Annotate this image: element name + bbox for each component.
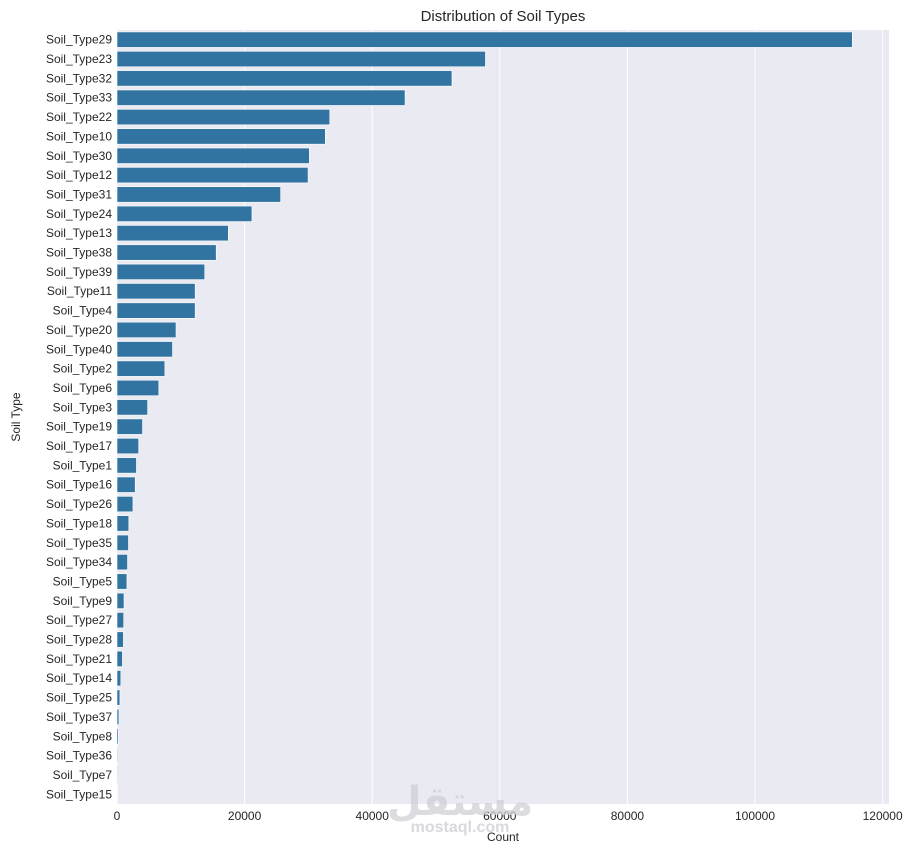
- y-tick-label: Soil_Type5: [53, 574, 113, 588]
- y-tick-label: Soil_Type31: [46, 187, 112, 201]
- y-tick-label: Soil_Type9: [53, 594, 113, 608]
- bar-soil-type2: [116, 360, 166, 377]
- y-tick-label: Soil_Type34: [46, 555, 112, 569]
- x-tick-label: 120000: [863, 809, 903, 823]
- y-tick-label: Soil_Type10: [46, 129, 112, 143]
- y-tick-label: Soil_Type2: [53, 362, 113, 376]
- bar-soil-type17: [116, 437, 139, 455]
- x-tick-label: 80000: [611, 809, 645, 823]
- watermark-arabic: مستقل: [387, 779, 533, 825]
- y-tick-label: Soil_Type4: [53, 304, 113, 318]
- y-tick-label: Soil_Type7: [53, 768, 113, 782]
- bar-soil-type5: [116, 573, 128, 590]
- plot-area-background: [117, 30, 889, 804]
- bar-soil-type18: [116, 515, 130, 532]
- bar-soil-type9: [116, 592, 125, 609]
- y-tick-label: Soil_Type24: [46, 207, 112, 221]
- bar-soil-type12: [116, 167, 309, 184]
- y-tick-label: Soil_Type33: [46, 91, 112, 105]
- bar-soil-type16: [116, 476, 136, 493]
- y-tick-label: Soil_Type25: [46, 691, 112, 705]
- y-tick-label: Soil_Type29: [46, 33, 112, 47]
- bar-soil-type21: [116, 650, 123, 667]
- y-tick-label: Soil_Type13: [46, 226, 112, 240]
- y-tick-label: Soil_Type15: [46, 787, 112, 801]
- y-tick-label: Soil_Type11: [47, 284, 112, 298]
- y-tick-labels: Soil_Type29 Soil_Type23 Soil_Type32 Soil_Ty…: [46, 33, 112, 802]
- bar-soil-type25: [116, 689, 121, 706]
- bar-soil-type37: [116, 708, 120, 725]
- x-tick-label: 20000: [228, 809, 262, 823]
- bar-soil-type4: [116, 302, 196, 319]
- bar-soil-type11: [116, 283, 196, 300]
- bar-soil-type20: [116, 321, 177, 338]
- y-tick-label: Soil_Type21: [46, 652, 112, 666]
- bar-soil-type19: [116, 418, 143, 435]
- watermark: مستقل mostaql.com: [387, 779, 533, 836]
- bar-soil-type15: [116, 786, 118, 803]
- y-tick-label: Soil_Type12: [46, 168, 112, 182]
- y-tick-label: Soil_Type32: [46, 71, 112, 85]
- bar-soil-type24: [116, 205, 253, 222]
- bar-soil-type29: [116, 31, 853, 48]
- y-tick-label: Soil_Type3: [53, 400, 113, 414]
- y-tick-label: Soil_Type30: [46, 149, 112, 163]
- y-tick-label: Soil_Type23: [46, 52, 112, 66]
- bar-soil-type34: [116, 554, 128, 571]
- y-tick-label: Soil_Type18: [46, 516, 112, 530]
- y-tick-label: Soil_Type35: [46, 536, 112, 550]
- y-tick-label: Soil_Type27: [46, 613, 112, 627]
- bar-soil-type3: [116, 399, 148, 416]
- bar-soil-type39: [116, 263, 206, 280]
- y-tick-label: Soil_Type6: [53, 381, 113, 395]
- watermark-latin: mostaql.com: [411, 819, 510, 836]
- x-tick-labels: 0 20000 40000 60000 80000 100000 120000: [114, 809, 903, 823]
- y-tick-label: Soil_Type40: [46, 342, 112, 356]
- bar-soil-type8: [116, 728, 119, 745]
- y-tick-label: Soil_Type1: [53, 458, 113, 472]
- y-tick-label: Soil_Type39: [46, 265, 112, 279]
- y-tick-label: Soil_Type19: [46, 420, 112, 434]
- y-tick-label: Soil_Type8: [53, 729, 113, 743]
- y-axis-label: Soil Type: [9, 392, 23, 441]
- chart-title: Distribution of Soil Types: [421, 8, 586, 25]
- y-tick-label: Soil_Type28: [46, 633, 112, 647]
- y-tick-label: Soil_Type20: [46, 323, 112, 337]
- bar-soil-type38: [116, 244, 217, 261]
- bar-soil-type28: [116, 631, 124, 648]
- bar-soil-type14: [116, 670, 122, 687]
- y-tick-label: Soil_Type36: [46, 749, 112, 763]
- y-tick-label: Soil_Type26: [46, 497, 112, 511]
- x-tick-label: 60000: [483, 809, 517, 823]
- bar-soil-type6: [116, 379, 160, 397]
- bar-soil-type23: [116, 50, 486, 68]
- y-tick-label: Soil_Type14: [46, 671, 112, 685]
- bar-soil-type26: [116, 496, 134, 513]
- bar-soil-type40: [116, 341, 173, 358]
- y-tick-label: Soil_Type37: [46, 710, 112, 724]
- bar-soil-type35: [116, 534, 129, 551]
- x-axis-label: Count: [487, 830, 520, 844]
- bar-soil-type33: [116, 89, 406, 106]
- y-tick-label: Soil_Type22: [46, 110, 112, 124]
- bar-soil-type27: [116, 612, 124, 629]
- y-tick-label: Soil_Type17: [46, 439, 112, 453]
- bar-soil-type13: [116, 225, 229, 242]
- y-tick-label: Soil_Type38: [46, 246, 112, 260]
- x-tick-label: 100000: [735, 809, 775, 823]
- x-tick-label: 40000: [356, 809, 390, 823]
- bar-soil-type36: [116, 747, 119, 764]
- bar-soil-type10: [116, 128, 326, 145]
- bar-series: [116, 31, 853, 803]
- bar-soil-type7: [116, 766, 118, 784]
- bar-soil-type1: [116, 457, 137, 474]
- x-tick-label: 0: [114, 809, 121, 823]
- bar-soil-type31: [116, 186, 281, 203]
- bar-soil-type22: [116, 109, 331, 126]
- bar-soil-type32: [116, 70, 453, 87]
- bar-soil-type30: [116, 147, 310, 164]
- y-tick-label: Soil_Type16: [46, 478, 112, 492]
